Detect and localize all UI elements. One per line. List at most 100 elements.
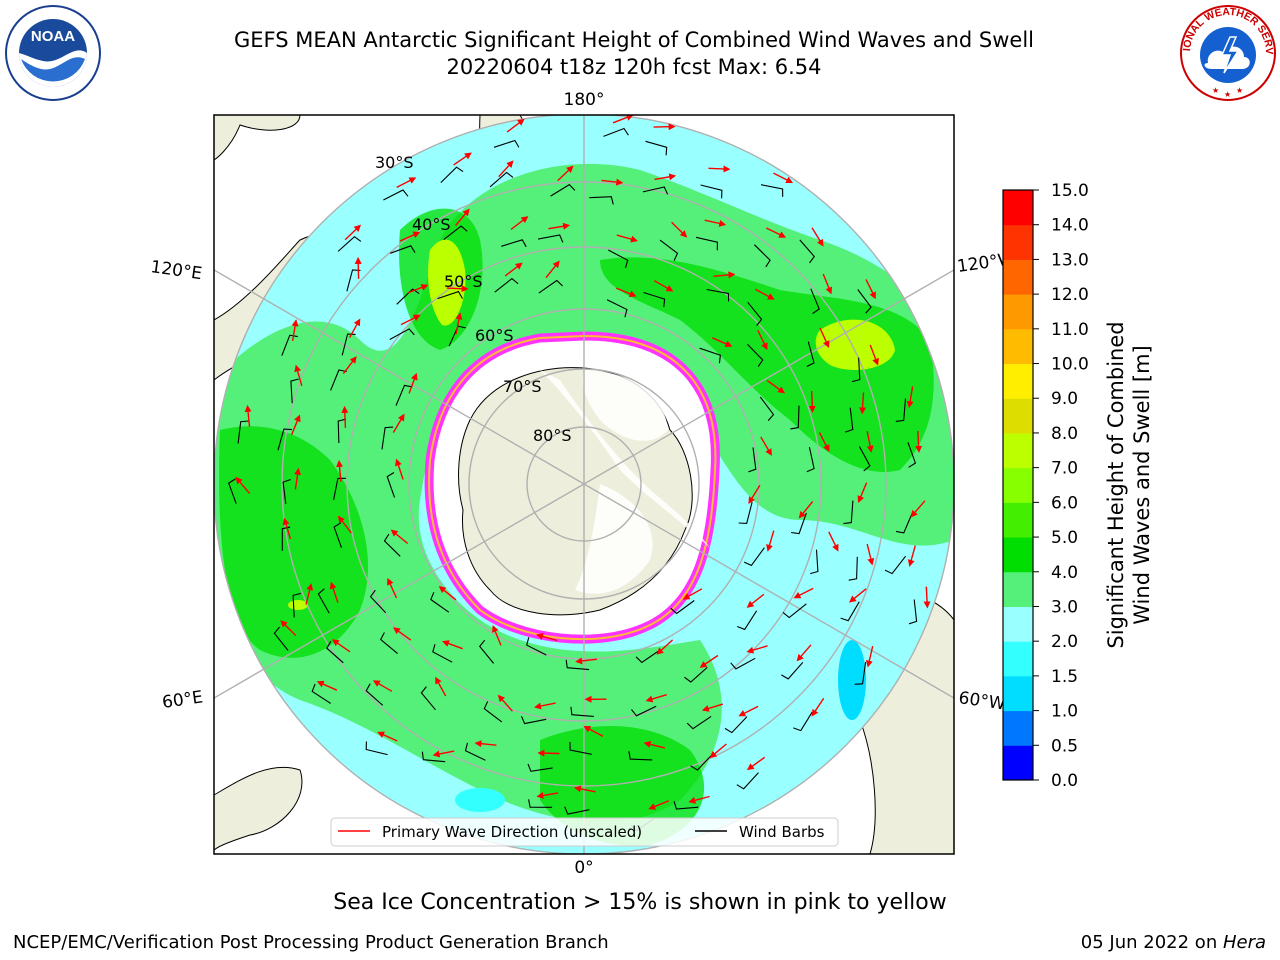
wind-barb bbox=[421, 751, 446, 763]
wave-arrow bbox=[704, 219, 727, 227]
wind-barb bbox=[281, 334, 298, 356]
wave-direction-arrows bbox=[235, 115, 931, 810]
wind-barb bbox=[736, 772, 759, 790]
wave-arrow bbox=[708, 165, 731, 173]
wind-barb bbox=[642, 186, 669, 195]
wind-barb bbox=[437, 290, 463, 300]
wind-barb bbox=[273, 626, 289, 651]
colorbar-swatch bbox=[1003, 606, 1033, 642]
wind-barb bbox=[228, 478, 237, 504]
wave-arrow bbox=[822, 273, 833, 295]
wind-barb bbox=[526, 637, 547, 656]
colorbar-tick-label: 0.5 bbox=[1051, 736, 1078, 756]
wave-arrow bbox=[645, 694, 667, 703]
wave-arrow bbox=[746, 756, 766, 771]
wind-barb bbox=[706, 288, 730, 302]
wave-arrow bbox=[497, 694, 513, 712]
colorbar-swatch bbox=[1003, 571, 1033, 607]
wind-barb bbox=[383, 533, 401, 557]
wave-arrow bbox=[395, 458, 404, 480]
colorbar-label-line2: Wind Waves and Swell [m] bbox=[1130, 345, 1154, 625]
wind-barb bbox=[380, 632, 398, 655]
wave-arrow bbox=[348, 318, 361, 339]
wind-barb bbox=[806, 341, 815, 367]
wave-arrow bbox=[392, 413, 405, 433]
colorbar-tick-label: 6.0 bbox=[1051, 493, 1078, 513]
colorbar-tick-label: 10.0 bbox=[1051, 355, 1089, 375]
chart-title: GEFS MEAN Antarctic Significant Height o… bbox=[233, 28, 1035, 52]
colorbar-label-line1: Significant Height of Combined bbox=[1104, 321, 1128, 648]
colorbar-swatch bbox=[1003, 294, 1033, 330]
wind-barb bbox=[695, 236, 718, 251]
wave-arrow bbox=[766, 530, 775, 552]
wind-barb bbox=[603, 127, 629, 137]
lat-label-60s: 60°S bbox=[475, 326, 514, 345]
wave-arrow bbox=[653, 123, 676, 131]
wind-barb bbox=[606, 299, 628, 318]
wave-arrow bbox=[545, 260, 560, 279]
wave-arrow bbox=[798, 501, 814, 519]
wind-barb bbox=[464, 742, 486, 761]
wave-arrow bbox=[738, 705, 759, 717]
wave-arrow bbox=[354, 256, 362, 279]
wave-arrow bbox=[615, 287, 637, 298]
wave-arrow bbox=[337, 515, 352, 534]
wind-barb bbox=[748, 447, 757, 473]
footer-date-text: 05 Jun 2022 on bbox=[1080, 932, 1223, 953]
wave-arrow bbox=[396, 177, 417, 189]
wind-barb bbox=[440, 166, 464, 183]
wind-barb bbox=[743, 547, 765, 567]
wind-barb bbox=[686, 715, 712, 730]
wind-barb bbox=[365, 741, 388, 756]
wave-arrow bbox=[537, 749, 560, 757]
wind-barb bbox=[292, 592, 302, 618]
wind-barb bbox=[840, 601, 860, 622]
wave-arrow bbox=[377, 731, 398, 742]
colorbar-tick-label: 1.5 bbox=[1051, 667, 1078, 687]
wind-barb bbox=[570, 706, 594, 717]
wave-arrow bbox=[432, 750, 455, 758]
wind-barb bbox=[670, 600, 695, 615]
wave-arrow bbox=[699, 654, 719, 668]
wind-barb bbox=[843, 500, 854, 525]
colorbar-tick-label: 4.0 bbox=[1051, 563, 1078, 583]
wave-arrow bbox=[859, 392, 867, 415]
lat-label-40s: 40°S bbox=[412, 215, 451, 234]
wave-arrow bbox=[280, 620, 297, 637]
wave-arrow bbox=[557, 165, 574, 182]
wind-barb bbox=[635, 649, 661, 664]
wave-arrow bbox=[235, 476, 251, 494]
wave-arrow bbox=[682, 588, 703, 600]
lat-label-80s: 80°S bbox=[533, 426, 572, 445]
wind-barb bbox=[317, 588, 330, 614]
wave-arrow bbox=[282, 517, 292, 540]
wind-barb bbox=[290, 378, 299, 404]
wind-barb bbox=[569, 741, 592, 755]
wave-arrow bbox=[746, 645, 768, 654]
lat-label-50s: 50°S bbox=[444, 272, 483, 291]
wave-arrow bbox=[344, 224, 362, 241]
colorbar-swatch bbox=[1003, 328, 1033, 365]
wave-arrow bbox=[510, 216, 529, 231]
wind-barb bbox=[799, 239, 816, 264]
wind-barb bbox=[538, 279, 563, 294]
colorbar-swatch bbox=[1003, 745, 1033, 781]
wind-barb bbox=[810, 288, 820, 314]
wave-arrow bbox=[746, 593, 765, 608]
wind-barb bbox=[747, 301, 763, 326]
wave-arrow bbox=[671, 221, 688, 238]
wind-barb bbox=[565, 659, 590, 671]
wind-barb bbox=[643, 291, 666, 308]
wind-barb bbox=[333, 477, 346, 501]
wind-barb bbox=[793, 711, 813, 732]
wind-barb bbox=[478, 639, 495, 664]
wind-barb bbox=[759, 396, 775, 421]
wave-arrow bbox=[808, 390, 816, 413]
colorbar-swatch bbox=[1003, 398, 1033, 434]
wave-arrow bbox=[869, 344, 879, 366]
noaa-logo: NOAA bbox=[5, 5, 101, 101]
wave-arrow bbox=[866, 431, 874, 453]
lon-label-0: 0° bbox=[574, 858, 593, 878]
svg-text:★: ★ bbox=[1212, 86, 1219, 95]
